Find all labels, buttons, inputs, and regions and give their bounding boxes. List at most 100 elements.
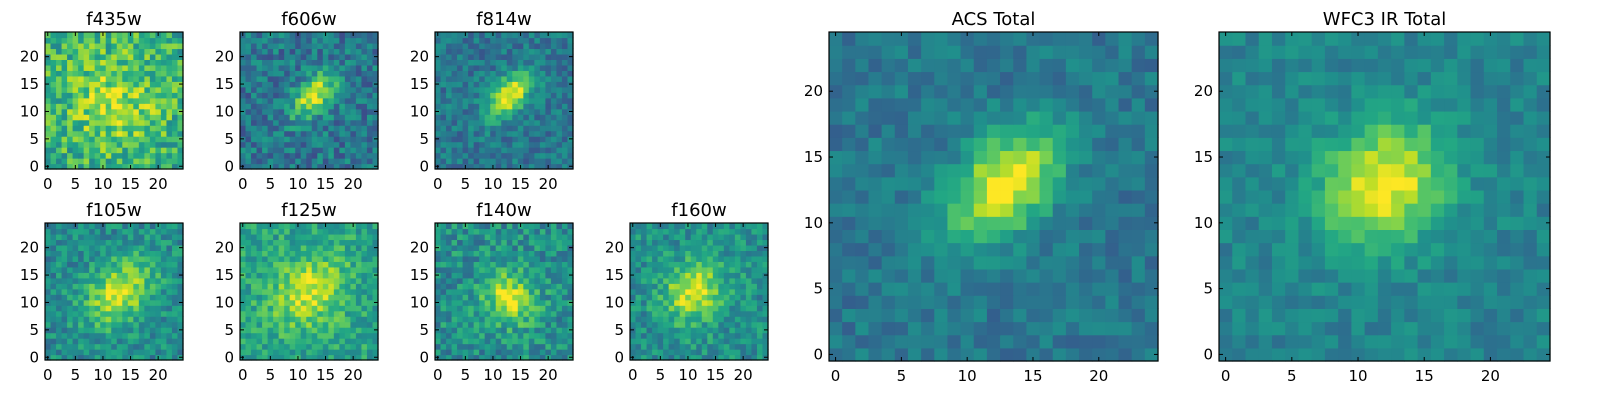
heatmap-cell — [539, 103, 546, 110]
heatmap-cell — [105, 338, 112, 345]
heatmap-cell — [100, 261, 107, 268]
heatmap-cell — [556, 283, 563, 290]
heatmap-cell — [122, 42, 129, 50]
heatmap-cell — [78, 316, 85, 323]
heatmap-cell — [829, 295, 843, 309]
heatmap-cell — [166, 266, 173, 273]
heatmap-cell — [361, 119, 368, 126]
heatmap-cell — [133, 233, 140, 241]
heatmap-cell — [267, 75, 274, 82]
heatmap-cell — [322, 294, 329, 301]
heatmap-cell — [45, 64, 52, 71]
heatmap-cell — [372, 32, 379, 39]
heatmap-cell — [539, 228, 546, 235]
heatmap-cell — [149, 244, 156, 251]
heatmap-cell — [523, 310, 530, 317]
heatmap-cell — [166, 343, 173, 350]
heatmap-cell — [83, 125, 90, 132]
heatmap-cell — [350, 233, 357, 241]
heatmap-cell — [506, 310, 513, 317]
heatmap-cell — [267, 310, 274, 317]
heatmap-cell — [67, 354, 74, 361]
heatmap-cell — [1013, 189, 1027, 204]
heatmap-cell — [512, 152, 519, 159]
heatmap-cell — [339, 130, 346, 137]
heatmap-cell — [333, 125, 340, 132]
heatmap-cell — [355, 283, 363, 290]
heatmap-cell — [495, 354, 502, 361]
heatmap-cell — [556, 152, 563, 159]
heatmap-cell — [122, 354, 129, 361]
heatmap-cell — [273, 354, 280, 361]
heatmap-cell — [171, 310, 179, 317]
heatmap-cell — [245, 354, 252, 361]
heatmap-cell — [545, 59, 552, 66]
heatmap-cell — [350, 158, 357, 165]
heatmap-cell — [149, 70, 156, 77]
heatmap-cell — [550, 266, 558, 273]
heatmap-cell — [473, 53, 480, 60]
heatmap-cell — [479, 343, 486, 350]
heatmap-cell — [440, 255, 447, 262]
heatmap-cell — [372, 338, 379, 345]
heatmap-cell — [947, 268, 962, 283]
heatmap-cell — [561, 48, 569, 55]
heatmap-cell — [344, 349, 351, 356]
heatmap-cell — [707, 239, 714, 246]
heatmap-cell — [160, 97, 168, 104]
heatmap-cell — [652, 272, 659, 279]
heatmap-cell — [567, 239, 574, 246]
heatmap-cell — [674, 233, 681, 241]
heatmap-cell — [690, 239, 697, 246]
heatmap-cell — [501, 163, 508, 170]
heatmap-cell — [663, 338, 670, 345]
heatmap-cell — [1131, 229, 1146, 244]
heatmap-cell — [160, 305, 168, 312]
heatmap-cell — [701, 272, 708, 279]
heatmap-cell — [545, 37, 552, 44]
heatmap-cell — [842, 216, 856, 230]
heatmap-cell — [534, 119, 541, 126]
heatmap-cell — [45, 255, 52, 262]
heatmap-cell — [712, 321, 719, 328]
x-tick-label: 15 — [316, 366, 335, 384]
heatmap-cell — [934, 255, 949, 270]
heatmap-cell — [446, 141, 453, 148]
heatmap-cell — [122, 228, 129, 235]
heatmap-cell — [506, 37, 513, 44]
heatmap-cell — [366, 305, 374, 312]
heatmap-cell — [751, 239, 758, 246]
heatmap-cell — [50, 332, 57, 339]
heatmap-cell — [457, 152, 464, 159]
heatmap-cell — [947, 282, 962, 296]
heatmap-cell — [317, 288, 324, 295]
heatmap-cell — [177, 255, 184, 262]
heatmap-cell — [501, 310, 508, 317]
heatmap-cell — [490, 53, 497, 60]
heatmap-cell — [366, 53, 374, 60]
heatmap-cell — [122, 158, 129, 165]
heatmap-cell — [707, 261, 714, 268]
heatmap-cell — [1131, 255, 1146, 270]
heatmap-cell — [262, 70, 269, 77]
heatmap-cell — [322, 261, 329, 268]
heatmap-cell — [567, 97, 574, 104]
heatmap-cell — [479, 103, 486, 110]
heatmap-cell — [451, 266, 458, 273]
heatmap-cell — [1131, 295, 1146, 309]
heatmap-cell — [462, 81, 469, 88]
x-tick-label: 5 — [461, 175, 471, 193]
heatmap-cell — [506, 42, 513, 50]
heatmap-cell — [89, 244, 96, 251]
heatmap-cell — [116, 158, 123, 165]
heatmap-cell — [657, 338, 664, 345]
heatmap-cell — [517, 255, 524, 262]
heatmap-cell — [166, 53, 173, 60]
heatmap-cell — [512, 97, 519, 104]
heatmap-cell — [696, 261, 703, 268]
heatmap-cell — [894, 268, 909, 283]
heatmap-cell — [278, 86, 285, 93]
heatmap-cell — [105, 141, 112, 148]
heatmap-cell — [240, 343, 247, 350]
